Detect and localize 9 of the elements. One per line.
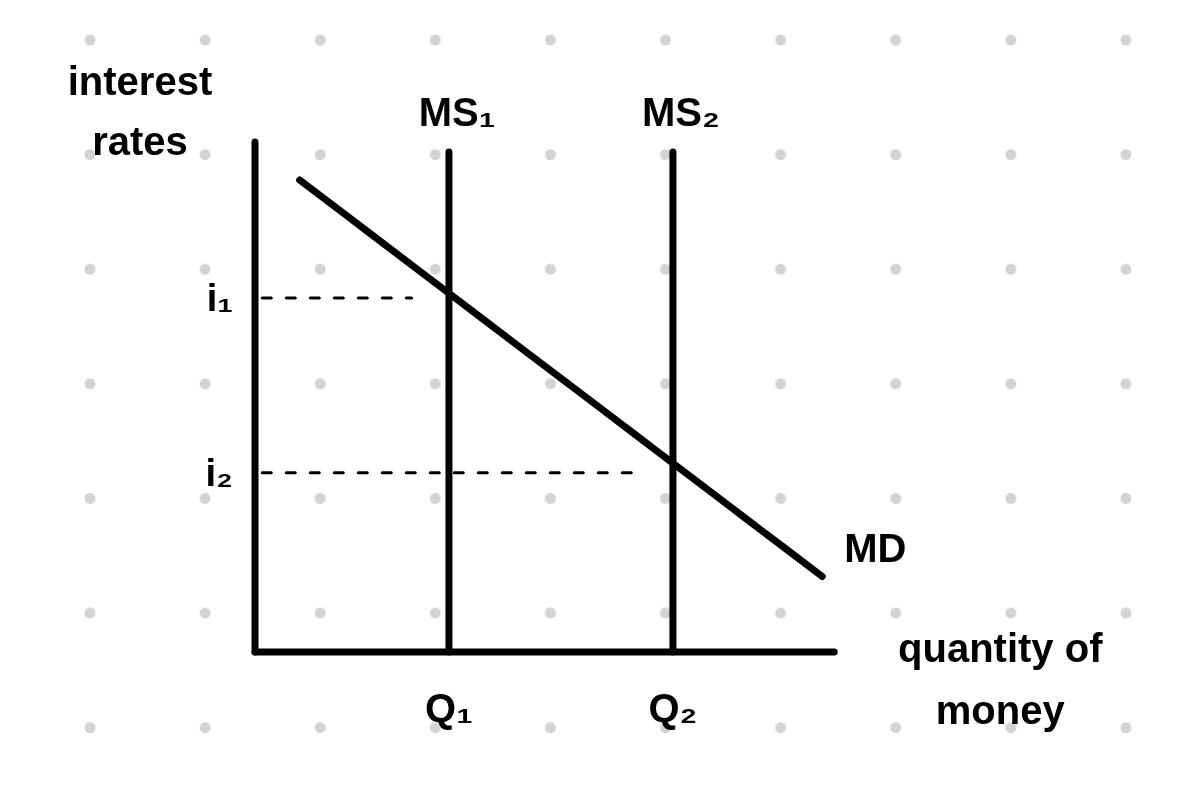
series-label: MD bbox=[844, 526, 907, 571]
y-axis-title: interest rates bbox=[67, 59, 213, 163]
ref-line-label: MS₁ bbox=[418, 90, 496, 134]
x-axis-title: quantity of money bbox=[898, 626, 1104, 732]
ref-line-label: MS₂ bbox=[642, 90, 720, 134]
x-tick-label: Q₂ bbox=[648, 686, 698, 730]
x-tick-label: Q₁ bbox=[425, 686, 473, 730]
series-label: i₂ bbox=[205, 451, 233, 494]
series-label: i₁ bbox=[206, 277, 233, 319]
